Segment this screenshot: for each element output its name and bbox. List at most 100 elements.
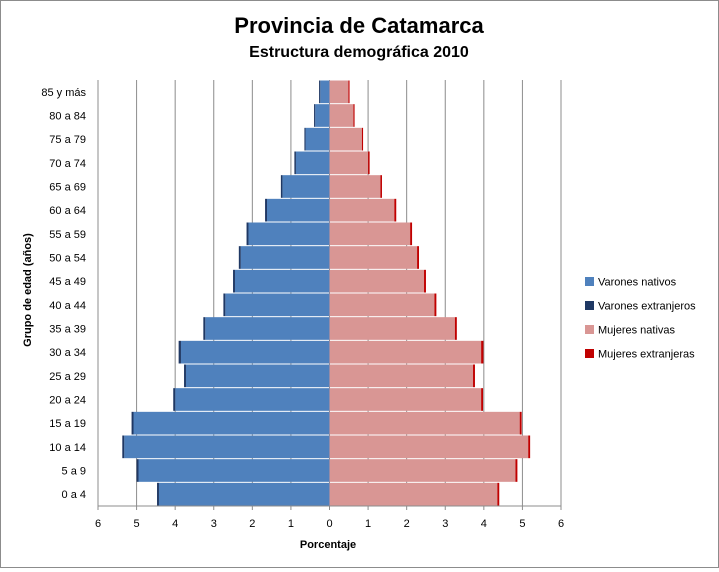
bar-mujeres-nativas bbox=[329, 388, 482, 411]
bar-varones-nativos bbox=[205, 317, 330, 340]
bar-mujeres-extranjeras bbox=[454, 317, 457, 340]
y-tick-label: 20 a 24 bbox=[49, 395, 86, 407]
chart-title: Provincia de Catamarca bbox=[234, 13, 484, 38]
bar-varones-extranjeros bbox=[173, 388, 176, 411]
bar-mujeres-nativas bbox=[329, 435, 529, 459]
legend-swatch bbox=[585, 349, 594, 358]
bar-mujeres-extranjeras bbox=[368, 151, 370, 175]
bar-mujeres-nativas bbox=[329, 151, 369, 175]
x-tick-label: 1 bbox=[365, 518, 371, 530]
bar-mujeres-extranjeras bbox=[481, 340, 484, 364]
x-axis-title: Porcentaje bbox=[300, 539, 356, 551]
y-tick-label: 85 y más bbox=[41, 87, 86, 99]
bar-mujeres-nativas bbox=[329, 364, 474, 388]
x-tick-label: 2 bbox=[249, 518, 255, 530]
bar-mujeres-nativas bbox=[329, 246, 418, 269]
legend-swatch bbox=[585, 301, 594, 310]
bar-varones-nativos bbox=[124, 435, 330, 459]
bar-varones-nativos bbox=[180, 340, 330, 364]
bar-varones-nativos bbox=[266, 198, 330, 222]
x-tick-label: 5 bbox=[519, 518, 525, 530]
x-tick-label: 3 bbox=[211, 518, 217, 530]
bar-mujeres-extranjeras bbox=[353, 104, 355, 127]
y-tick-label: 55 a 59 bbox=[49, 229, 86, 241]
y-tick-label: 75 a 79 bbox=[49, 134, 86, 146]
bar-varones-nativos bbox=[315, 104, 330, 127]
legend: Varones nativos Varones extranjeros Mujere… bbox=[585, 277, 696, 361]
bar-varones-extranjeros bbox=[223, 293, 226, 317]
bar-mujeres-nativas bbox=[329, 459, 516, 482]
y-tick-label: 50 a 54 bbox=[49, 253, 86, 265]
x-tick-label: 6 bbox=[95, 518, 101, 530]
bar-mujeres-nativas bbox=[329, 293, 435, 317]
bar-mujeres-nativas bbox=[329, 80, 349, 104]
x-tick-label: 2 bbox=[404, 518, 410, 530]
legend-label: Varones nativos bbox=[598, 277, 677, 289]
bar-mujeres-extranjeras bbox=[497, 482, 500, 506]
bar-varones-extranjeros bbox=[280, 175, 283, 198]
bar-mujeres-nativas bbox=[329, 127, 362, 151]
bar-varones-extranjeros bbox=[246, 222, 249, 246]
bar-varones-nativos bbox=[185, 364, 330, 388]
bar-varones-nativos bbox=[320, 80, 330, 104]
bar-mujeres-nativas bbox=[329, 482, 498, 506]
y-tick-label: 65 a 69 bbox=[49, 182, 86, 194]
y-axis-title: Grupo de edad (años) bbox=[22, 233, 34, 347]
bar-mujeres-extranjeras bbox=[394, 198, 397, 222]
bar-varones-extranjeros bbox=[294, 151, 296, 175]
bar-varones-extranjeros bbox=[238, 246, 241, 269]
bar-mujeres-extranjeras bbox=[473, 364, 475, 388]
x-tick-label: 3 bbox=[442, 518, 448, 530]
x-tick-label: 0 bbox=[326, 518, 332, 530]
bar-mujeres-extranjeras bbox=[361, 127, 364, 151]
y-tick-label: 15 a 19 bbox=[49, 418, 86, 430]
y-tick-label: 35 a 39 bbox=[49, 324, 86, 336]
y-tick-label: 40 a 44 bbox=[49, 300, 86, 312]
bar-mujeres-extranjeras bbox=[519, 411, 522, 435]
bar-varones-nativos bbox=[158, 482, 330, 506]
bar-varones-extranjeros bbox=[184, 364, 186, 388]
x-tick-label: 1 bbox=[288, 518, 294, 530]
x-tick-label: 4 bbox=[481, 518, 487, 530]
x-tick-label: 4 bbox=[172, 518, 178, 530]
bar-varones-extranjeros bbox=[122, 435, 125, 459]
bars bbox=[122, 80, 531, 506]
bar-varones-extranjeros bbox=[136, 459, 139, 482]
y-tick-label: 10 a 14 bbox=[49, 442, 86, 454]
bar-mujeres-extranjeras bbox=[348, 80, 350, 104]
y-tick-label: 0 a 4 bbox=[62, 489, 86, 501]
bar-varones-nativos bbox=[234, 269, 330, 293]
chart-subtitle: Estructura demográfica 2010 bbox=[249, 44, 469, 61]
legend-label: Mujeres nativas bbox=[598, 325, 676, 337]
y-tick-label: 25 a 29 bbox=[49, 371, 86, 383]
y-tick-label: 80 a 84 bbox=[49, 111, 86, 123]
bar-mujeres-nativas bbox=[329, 104, 354, 127]
bar-varones-extranjeros bbox=[319, 80, 321, 104]
bar-mujeres-nativas bbox=[329, 269, 425, 293]
bar-mujeres-extranjeras bbox=[515, 459, 518, 482]
bar-varones-nativos bbox=[248, 222, 330, 246]
x-tick-label: 6 bbox=[558, 518, 564, 530]
bar-varones-extranjeros bbox=[178, 340, 181, 364]
bar-mujeres-extranjeras bbox=[434, 293, 437, 317]
bar-varones-extranjeros bbox=[314, 104, 316, 127]
bar-varones-nativos bbox=[138, 459, 330, 482]
bar-varones-nativos bbox=[305, 127, 330, 151]
bar-varones-extranjeros bbox=[233, 269, 235, 293]
bar-mujeres-extranjeras bbox=[380, 175, 382, 198]
bar-varones-nativos bbox=[282, 175, 330, 198]
y-tick-labels: 0 a 4 5 a 9 10 a 14 15 a 19 20 a 24 25 a 29 30… bbox=[41, 87, 86, 501]
bar-varones-nativos bbox=[225, 293, 330, 317]
bar-mujeres-extranjeras bbox=[528, 435, 531, 459]
bar-varones-nativos bbox=[295, 151, 330, 175]
bar-varones-extranjeros bbox=[203, 317, 206, 340]
bar-mujeres-nativas bbox=[329, 411, 520, 435]
bar-mujeres-nativas bbox=[329, 317, 455, 340]
bar-varones-nativos bbox=[240, 246, 330, 269]
bar-varones-nativos bbox=[133, 411, 330, 435]
legend-swatch bbox=[585, 325, 594, 334]
y-tick-label: 60 a 64 bbox=[49, 205, 86, 217]
bar-varones-extranjeros bbox=[131, 411, 134, 435]
